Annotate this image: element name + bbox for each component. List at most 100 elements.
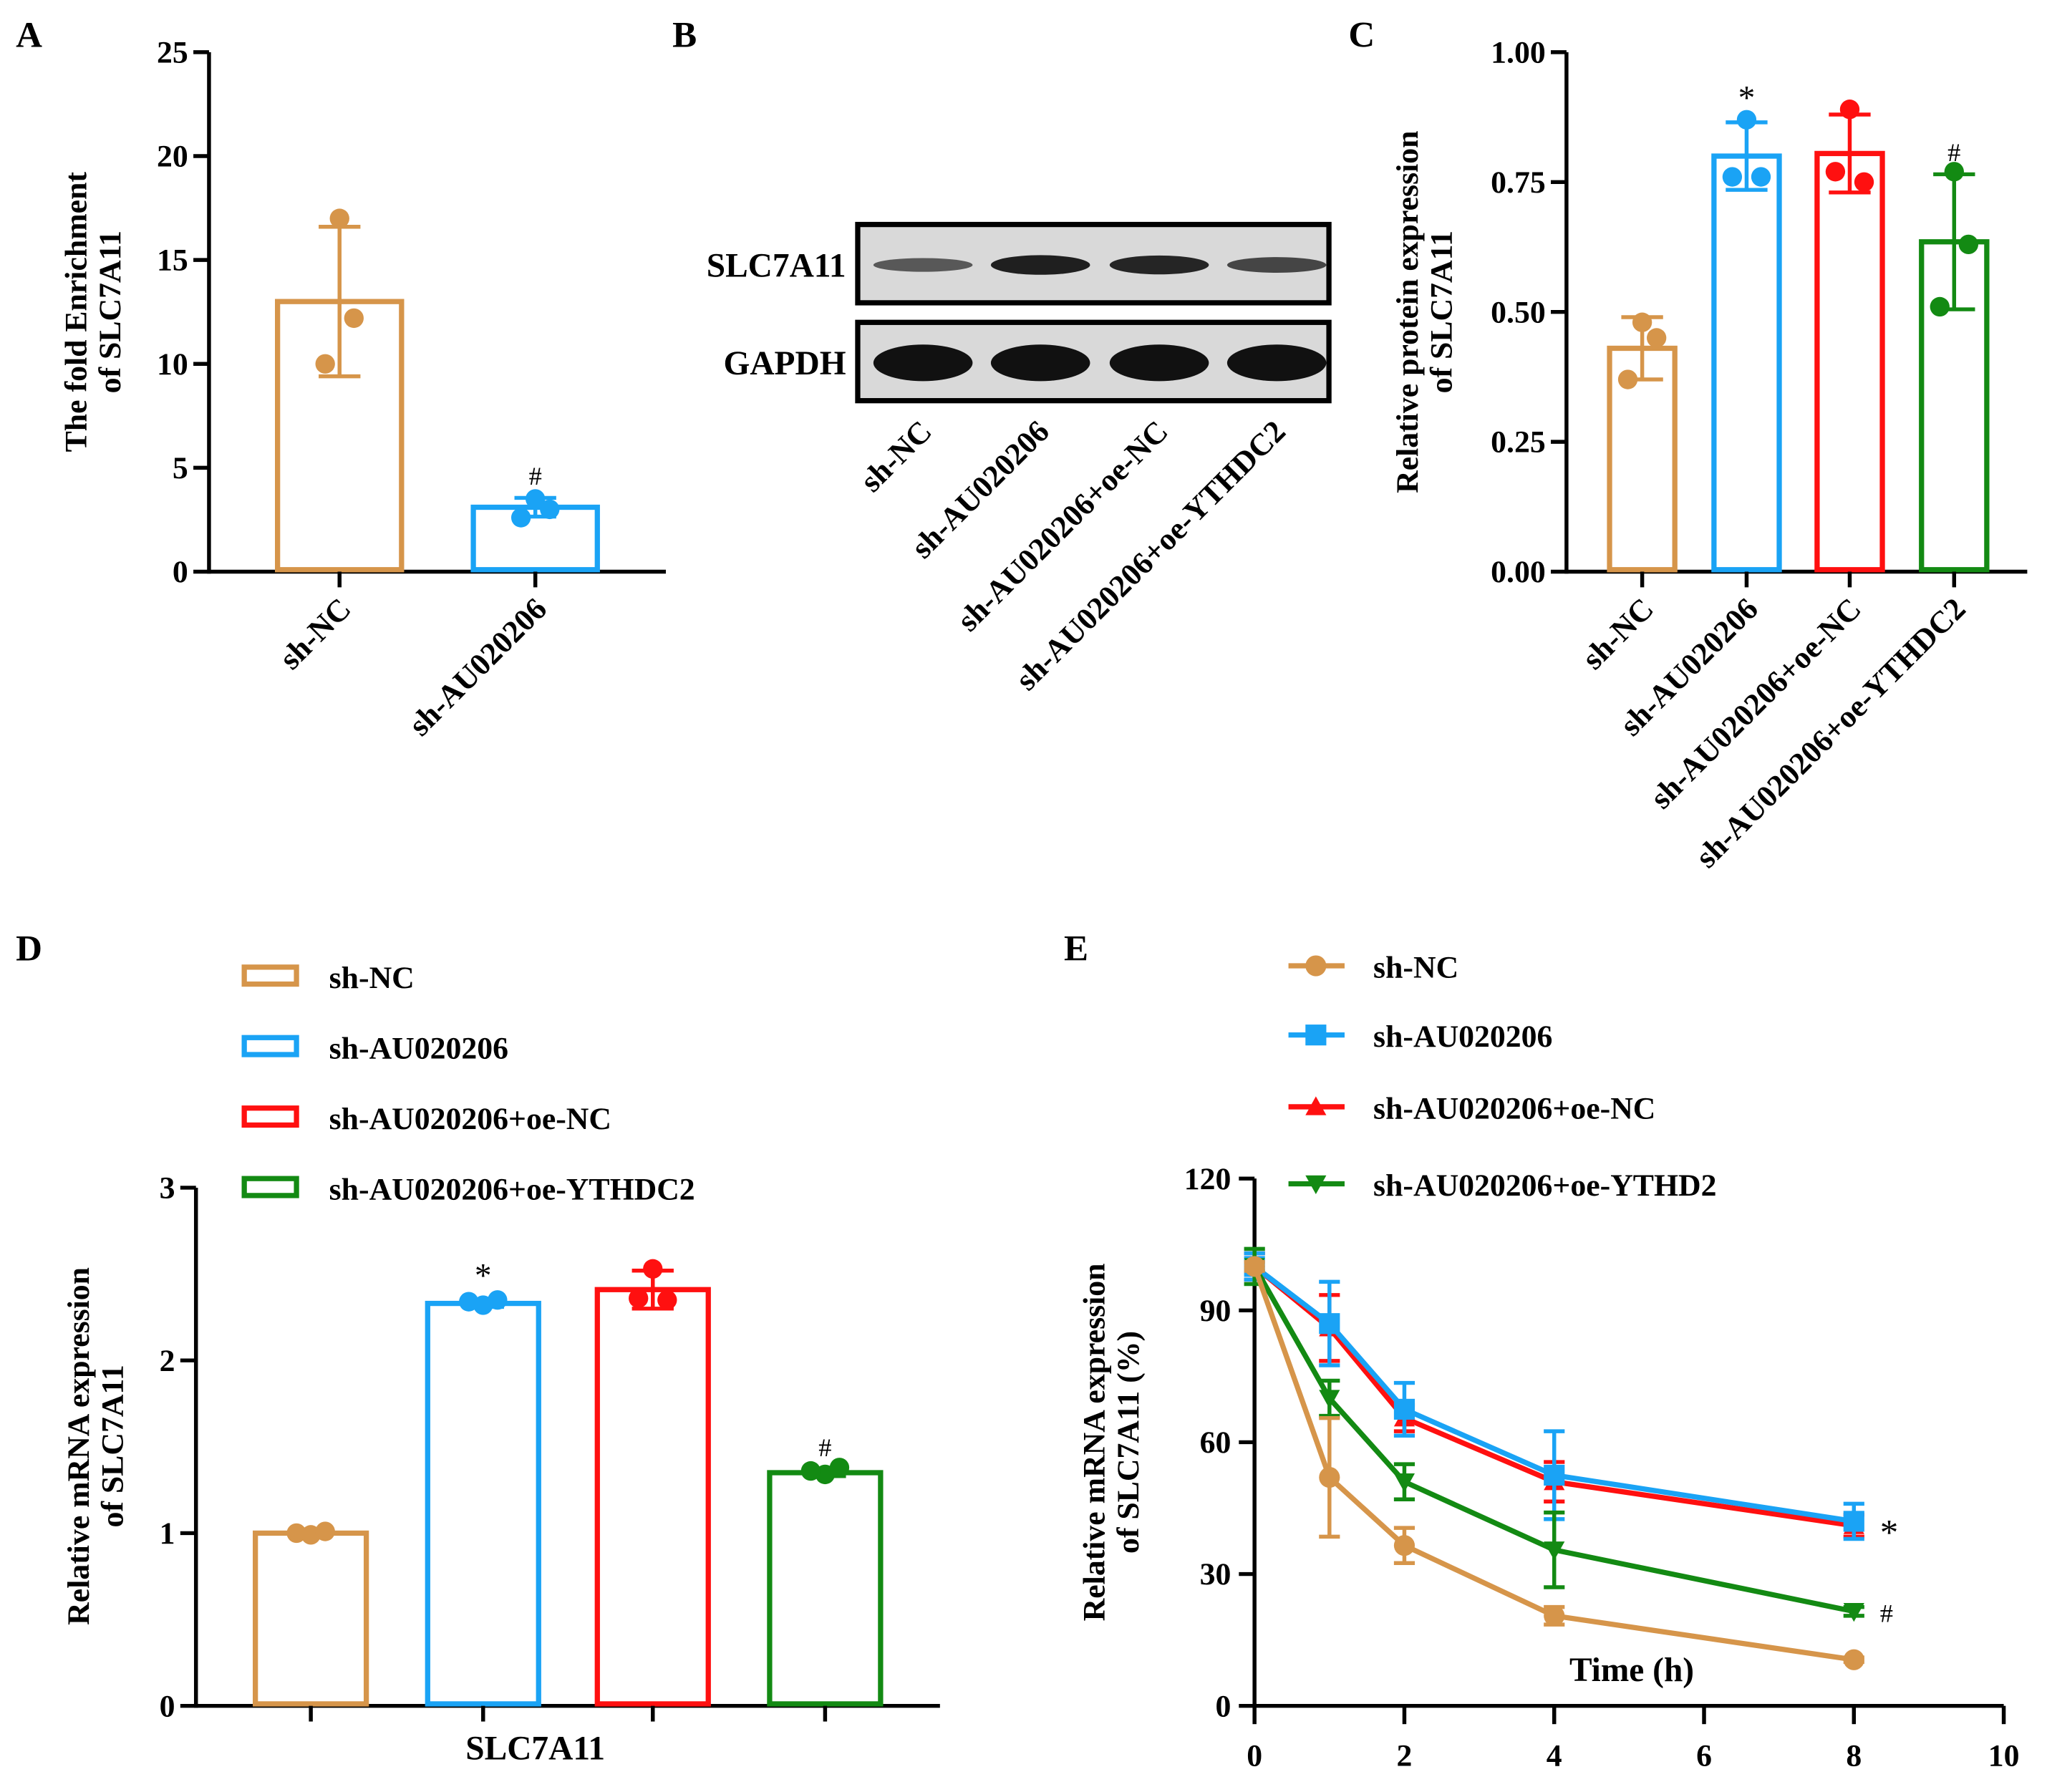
blot-band <box>873 258 973 272</box>
significance-mark: * <box>475 1258 492 1295</box>
data-point <box>1930 296 1950 317</box>
marker-square <box>1319 1313 1340 1335</box>
data-point <box>344 308 364 329</box>
y-tick-label: 30 <box>1200 1557 1231 1592</box>
bar-sh-NC <box>253 1530 369 1707</box>
data-point <box>286 1523 306 1544</box>
blot-band <box>1109 255 1209 275</box>
x-tick-label: 2 <box>1397 1739 1413 1773</box>
panel-letter-e: E <box>1064 929 1088 969</box>
bar-sh-AU020206 <box>425 1300 541 1707</box>
marker-circle <box>1544 1605 1565 1627</box>
x-axis-label: SLC7A11 <box>465 1730 605 1767</box>
legend-label: sh-AU020206+oe-YTHD2 <box>1373 1168 1716 1203</box>
y-axis-label: Relative protein expression <box>1390 131 1425 493</box>
y-axis-label: Relative mRNA expression <box>1078 1264 1112 1622</box>
y-tick-label: 2 <box>160 1344 175 1378</box>
y-tick-label: 1.00 <box>1491 36 1546 70</box>
blot-lane-label: sh-NC <box>854 414 939 498</box>
data-point <box>1646 328 1667 348</box>
data-point <box>459 1292 479 1312</box>
data-point <box>315 1521 335 1541</box>
data-point <box>1854 172 1874 192</box>
y-tick-label: 0.25 <box>1491 425 1546 460</box>
marker-circle <box>1305 955 1327 977</box>
marker-triangle-up <box>1305 1096 1327 1115</box>
marker-square <box>1843 1511 1864 1532</box>
y-axis-label: of SLC7A11 <box>93 231 127 393</box>
blot-band <box>1226 344 1327 382</box>
x-tick-label: 10 <box>1988 1739 2020 1773</box>
y-tick-label: 90 <box>1200 1294 1231 1328</box>
data-point <box>329 208 349 228</box>
data-point <box>510 508 531 528</box>
bar-sh-AU020206+oe-YTHDC2 <box>767 1470 884 1707</box>
marker-circle <box>1244 1256 1265 1277</box>
y-axis-label: of SLC7A11 <box>1424 231 1458 393</box>
y-tick-label: 5 <box>173 451 188 485</box>
data-point <box>629 1288 649 1309</box>
data-point <box>829 1458 850 1478</box>
panel-letter-c: C <box>1348 16 1375 56</box>
data-point <box>1958 234 1979 255</box>
x-tick-label: 0 <box>1247 1739 1262 1773</box>
y-tick-label: 20 <box>157 140 188 174</box>
y-tick-label: 120 <box>1184 1162 1231 1196</box>
marker-triangle-down <box>1393 1473 1416 1493</box>
bar-sh-AU020206+oe-NC <box>1814 150 1885 573</box>
y-axis-label: of SLC7A11 (%) <box>1111 1331 1146 1554</box>
y-tick-label: 25 <box>157 36 188 70</box>
marker-triangle-down <box>1305 1175 1327 1195</box>
blot-band <box>1226 257 1327 273</box>
data-point <box>1751 167 1771 187</box>
legend-swatch <box>241 1035 299 1057</box>
data-point <box>1736 110 1757 130</box>
panel-letter-b: B <box>672 16 697 56</box>
data-point <box>1617 369 1638 389</box>
panel-letter-a: A <box>16 16 42 56</box>
marker-triangle-down <box>1319 1390 1340 1409</box>
marker-circle <box>1319 1466 1340 1488</box>
significance-mark: # <box>1947 138 1960 167</box>
legend-label: sh-NC <box>329 961 415 995</box>
marker-circle <box>1393 1535 1416 1556</box>
data-point <box>657 1290 677 1310</box>
y-axis-label: The fold Enrichment <box>59 172 94 452</box>
data-point <box>488 1290 508 1310</box>
data-point <box>800 1461 821 1481</box>
significance-mark: * <box>1880 1513 1899 1554</box>
marker-square <box>1305 1025 1327 1046</box>
marker-square <box>1393 1398 1416 1420</box>
bar-sh-AU020206+oe-NC <box>594 1287 711 1707</box>
legend-label: sh-NC <box>1373 950 1458 984</box>
x-tick-label: 6 <box>1696 1739 1712 1773</box>
y-axis-label: Relative mRNA expression <box>62 1267 96 1625</box>
data-point <box>1722 167 1743 187</box>
data-point <box>540 499 560 520</box>
blot-band <box>990 255 1090 275</box>
significance-mark: # <box>1880 1599 1893 1627</box>
blot-row-label: GAPDH <box>723 345 846 382</box>
marker-triangle-down <box>1843 1603 1864 1622</box>
x-tick-label: sh-AU020206 <box>402 591 553 742</box>
x-tick-label: sh-NC <box>273 591 357 676</box>
legend-swatch <box>241 1105 299 1128</box>
bar-sh-AU020206 <box>1711 153 1782 573</box>
panel-letter-d: D <box>16 929 42 969</box>
y-tick-label: 60 <box>1200 1425 1231 1460</box>
legend-label: sh-AU020206 <box>1373 1019 1552 1054</box>
marker-circle <box>1843 1649 1864 1670</box>
legend-swatch <box>241 964 299 987</box>
blot-lane-label: sh-AU020206+oe-NC <box>951 414 1175 638</box>
y-tick-label: 0.75 <box>1491 165 1546 200</box>
x-axis-label: Time (h) <box>1569 1652 1694 1689</box>
x-tick-label: sh-NC <box>1576 591 1660 676</box>
y-tick-label: 15 <box>157 243 188 278</box>
y-tick-label: 1 <box>160 1516 175 1551</box>
significance-mark: * <box>1738 80 1756 117</box>
legend-label: sh-AU020206+oe-NC <box>1373 1091 1655 1125</box>
y-tick-label: 10 <box>157 347 188 382</box>
y-tick-label: 0.50 <box>1491 295 1546 329</box>
legend-label: sh-AU020206 <box>329 1031 508 1065</box>
